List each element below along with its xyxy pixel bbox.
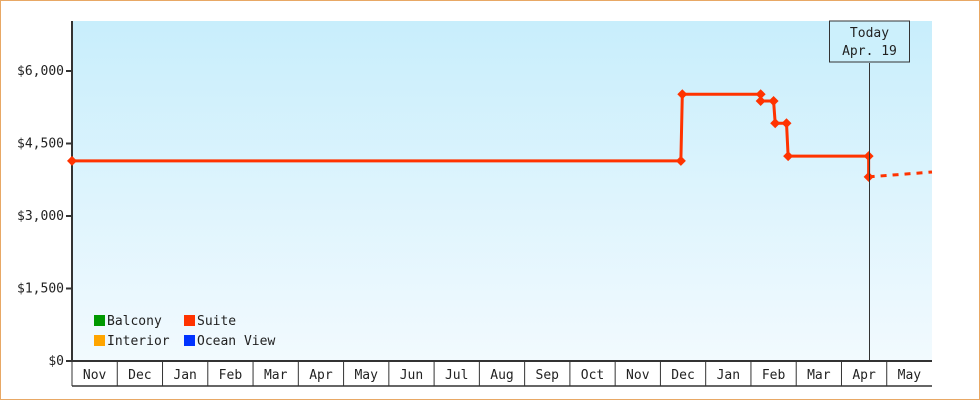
legend-label: Suite bbox=[197, 314, 236, 329]
today-label: Today bbox=[850, 26, 889, 41]
data-point bbox=[67, 155, 77, 166]
x-tick-label: Apr bbox=[852, 368, 876, 383]
data-point bbox=[755, 95, 766, 106]
today-label-box bbox=[829, 20, 910, 63]
x-tick-label: Jun bbox=[400, 368, 423, 383]
x-tick-label: May bbox=[354, 368, 378, 383]
x-tick-label: Nov bbox=[626, 368, 650, 383]
y-tick-label: $4,500 bbox=[17, 137, 64, 152]
x-tick-label: Sep bbox=[536, 368, 560, 383]
plot-area bbox=[72, 21, 932, 361]
data-point bbox=[783, 151, 794, 162]
x-tick-label: May bbox=[898, 368, 922, 383]
data-point bbox=[863, 171, 874, 182]
x-tick-label: Jul bbox=[445, 368, 468, 383]
x-tick-label: Jan bbox=[173, 368, 196, 383]
series-projection-suite bbox=[868, 170, 933, 179]
data-point bbox=[781, 118, 792, 129]
y-tick-label: $6,000 bbox=[17, 64, 64, 79]
x-tick-label: Feb bbox=[762, 368, 786, 383]
data-point bbox=[863, 151, 874, 162]
x-tick-label: Mar bbox=[807, 368, 831, 383]
data-point bbox=[677, 89, 688, 100]
data-point bbox=[770, 118, 781, 129]
y-tick-label: $1,500 bbox=[17, 282, 64, 297]
legend-swatch-ocean-view bbox=[184, 335, 195, 346]
data-point bbox=[768, 95, 779, 106]
data-point bbox=[755, 89, 766, 100]
legend-label: Ocean View bbox=[197, 334, 275, 349]
x-tick-label: Oct bbox=[581, 368, 604, 383]
legend-label: Interior bbox=[107, 334, 170, 349]
legend-label: Balcony bbox=[107, 314, 162, 329]
legend-swatch-interior bbox=[94, 335, 105, 346]
y-tick-label: $0 bbox=[48, 354, 64, 369]
x-tick-label: Aug bbox=[490, 368, 513, 383]
today-date: Apr. 19 bbox=[842, 44, 897, 59]
legend-swatch-suite bbox=[184, 315, 195, 326]
x-tick-label: Apr bbox=[309, 368, 333, 383]
x-tick-label: Dec bbox=[128, 368, 151, 383]
x-tick-label: Nov bbox=[83, 368, 107, 383]
x-tick-label: Feb bbox=[219, 368, 243, 383]
x-tick-label: Mar bbox=[264, 368, 288, 383]
x-tick-label: Jan bbox=[717, 368, 740, 383]
legend-swatch-balcony bbox=[94, 315, 105, 326]
x-tick-label: Dec bbox=[671, 368, 694, 383]
data-point bbox=[675, 155, 686, 166]
y-tick-label: $3,000 bbox=[17, 209, 64, 224]
